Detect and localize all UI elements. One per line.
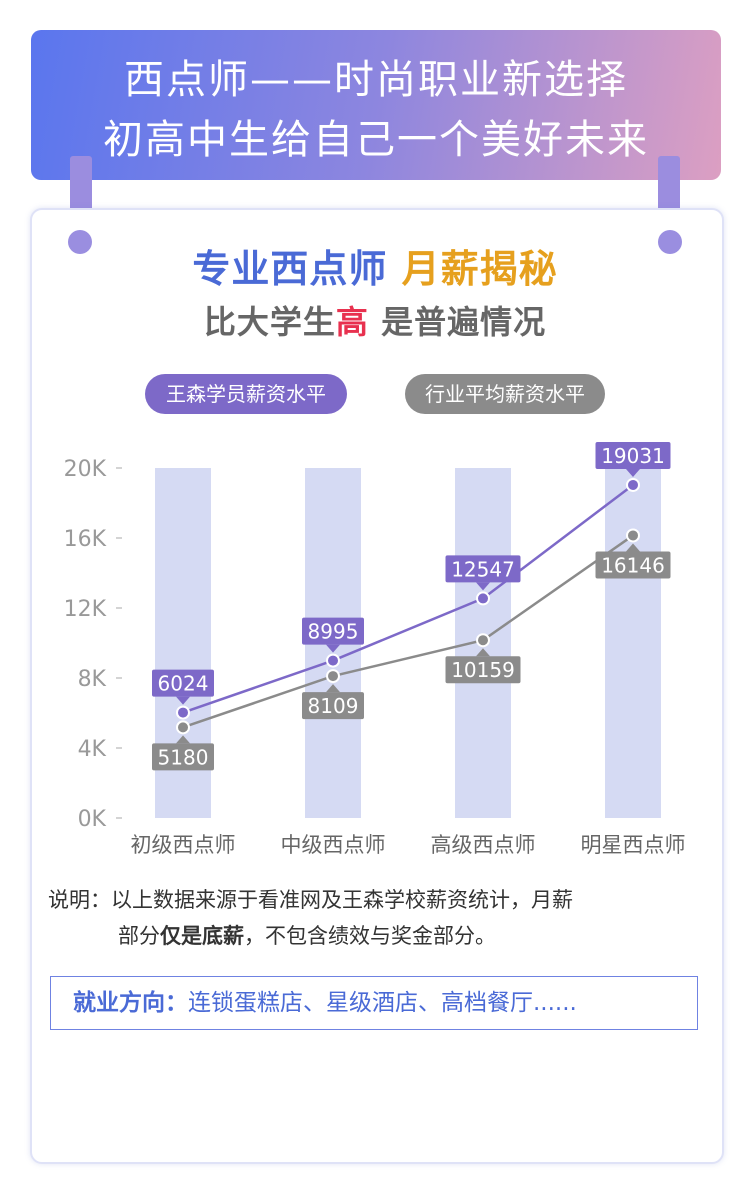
y-tick-label: 0K: [78, 807, 107, 832]
series-line-0: [182, 483, 634, 714]
point-0-3: [626, 477, 640, 492]
value-label-bg-0-3: [595, 441, 671, 469]
point-0-1: [326, 653, 340, 668]
value-label-pointer-0-0: [176, 696, 190, 705]
value-label-0-1: 8995: [308, 620, 359, 644]
salary-chart: 0K 4K 8K 12K 16K 20K 初级西点师 中级西点师 高级西点师 明星西点师 6024 8…: [64, 441, 686, 857]
point-1-1: [326, 669, 340, 684]
value-label-0-3: 19031: [601, 444, 665, 468]
value-label-bg-0-2: [445, 555, 521, 583]
note-line2c: ，不包含绩效与奖金部分。: [244, 924, 496, 948]
value-label-1-2: 10159: [451, 658, 515, 682]
series-line-1: [182, 534, 634, 729]
legend-wangsen: 王森学员薪资水平: [145, 374, 347, 414]
career-direction: 就业方向：连锁蛋糕店、星级酒店、高档餐厅......: [50, 976, 698, 1030]
x-tick-label: 中级西点师: [281, 833, 386, 857]
value-label-1-0: 5180: [158, 745, 209, 769]
subheading-before: 比大学生: [203, 303, 336, 341]
subheading-after: 是普遍情况: [368, 303, 547, 341]
point-1-3: [626, 528, 640, 543]
section-heading: 专业西点师 月薪揭秘: [30, 244, 720, 294]
y-tick-label: 16K: [64, 527, 107, 552]
value-label-pointer-1-2: [476, 648, 490, 657]
heading-part2: 月薪揭秘: [401, 247, 558, 291]
banner-subtitle: 初高中生给自己一个美好未来: [103, 117, 649, 163]
value-label-bg-1-0: [152, 743, 214, 771]
point-1-2: [476, 633, 490, 648]
section-subheading: 比大学生高 是普遍情况: [30, 300, 720, 344]
data-note: 说明：以上数据来源于看准网及王森学校薪资统计，月薪 部分仅是底薪，不包含绩效与奖…: [48, 882, 688, 954]
value-label-pointer-0-3: [626, 468, 640, 477]
value-label-bg-0-1: [302, 617, 364, 645]
pin-right: [658, 230, 682, 254]
subheading-highlight: 高: [335, 303, 369, 341]
note-line2a: 部分: [118, 924, 160, 948]
header-banner: [31, 30, 721, 180]
x-tick-label: 高级西点师: [431, 833, 536, 857]
point-0-0: [176, 705, 190, 720]
point-0-2: [476, 591, 490, 606]
y-tick-label: 20K: [64, 457, 107, 482]
value-label-1-1: 8109: [308, 694, 359, 718]
value-label-bg-1-2: [445, 656, 521, 684]
value-label-pointer-0-2: [476, 582, 490, 591]
value-label-0-0: 6024: [158, 672, 209, 696]
career-value: 连锁蛋糕店、星级酒店、高档餐厅......: [188, 990, 577, 1016]
value-label-bg-1-3: [595, 551, 671, 579]
value-label-bg-0-0: [152, 669, 214, 697]
note-line1: 以上数据来源于看准网及王森学校薪资统计，月薪: [111, 888, 573, 912]
heading-part1: 专业西点师: [192, 247, 388, 291]
value-label-pointer-1-1: [326, 684, 340, 693]
value-label-1-3: 16146: [601, 553, 665, 577]
y-tick-label: 8K: [78, 667, 107, 692]
note-line2b: 仅是底薪: [160, 924, 244, 948]
banner-title: 西点师——时尚职业新选择: [124, 57, 628, 103]
hanger-right: [658, 156, 680, 218]
value-label-pointer-1-3: [626, 543, 640, 552]
bar-bg-3: [605, 468, 661, 818]
x-tick-label: 初级西点师: [131, 833, 236, 857]
value-label-bg-1-1: [302, 692, 364, 720]
x-tick-label: 明星西点师: [581, 833, 686, 857]
hanger-left: [70, 156, 92, 218]
career-label: 就业方向：: [73, 990, 188, 1016]
y-tick-label: 12K: [64, 597, 107, 622]
legend-industry: 行业平均薪资水平: [405, 374, 605, 414]
value-label-pointer-0-1: [326, 644, 340, 653]
value-label-pointer-1-0: [176, 735, 190, 744]
y-tick-label: 4K: [78, 737, 107, 762]
note-label: 说明：: [48, 888, 111, 912]
pin-left: [68, 230, 92, 254]
value-label-0-2: 12547: [451, 557, 515, 581]
point-1-0: [176, 720, 190, 735]
